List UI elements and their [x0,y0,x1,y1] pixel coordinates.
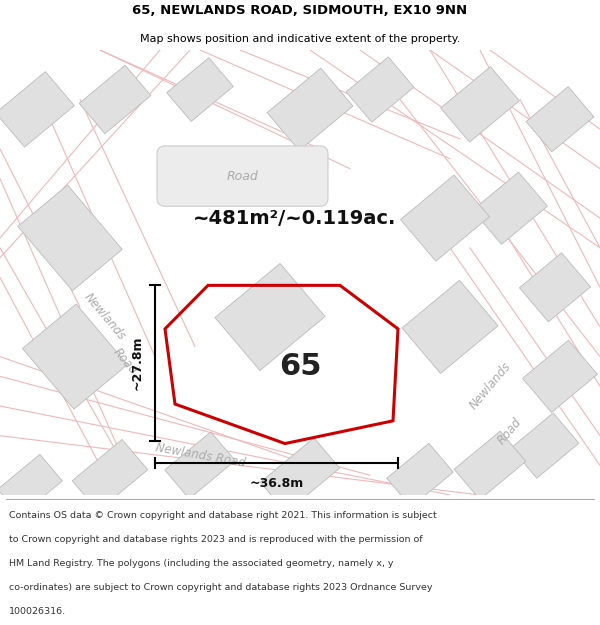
Text: Road: Road [110,346,140,378]
Polygon shape [0,454,62,516]
Polygon shape [260,438,340,512]
Polygon shape [402,281,498,374]
Polygon shape [346,57,414,122]
Text: Contains OS data © Crown copyright and database right 2021. This information is : Contains OS data © Crown copyright and d… [9,511,437,519]
Polygon shape [401,175,490,261]
Polygon shape [215,264,325,371]
Polygon shape [267,68,353,151]
Polygon shape [511,413,579,478]
Polygon shape [473,172,547,244]
Text: Newlands: Newlands [82,291,128,343]
Text: ~27.8m: ~27.8m [131,336,143,390]
Polygon shape [72,439,148,511]
Text: Newlands Road: Newlands Road [154,441,246,470]
Text: Road: Road [227,170,259,183]
Text: 65: 65 [280,352,322,381]
Text: Map shows position and indicative extent of the property.: Map shows position and indicative extent… [140,34,460,44]
Polygon shape [526,87,594,152]
Text: to Crown copyright and database rights 2023 and is reproduced with the permissio: to Crown copyright and database rights 2… [9,534,422,544]
Polygon shape [523,340,598,412]
Text: HM Land Registry. The polygons (including the associated geometry, namely x, y: HM Land Registry. The polygons (includin… [9,559,394,568]
Text: ~481m²/~0.119ac.: ~481m²/~0.119ac. [193,209,397,227]
Polygon shape [0,72,74,147]
Polygon shape [79,65,151,134]
Polygon shape [167,58,233,121]
FancyBboxPatch shape [157,146,328,206]
Text: 100026316.: 100026316. [9,607,66,616]
Text: Newlands: Newlands [467,360,514,413]
Polygon shape [165,432,235,499]
Text: Road: Road [496,415,524,446]
Text: 65, NEWLANDS ROAD, SIDMOUTH, EX10 9NN: 65, NEWLANDS ROAD, SIDMOUTH, EX10 9NN [133,4,467,18]
Polygon shape [22,304,128,409]
Polygon shape [440,67,520,142]
Polygon shape [520,253,590,322]
Text: co-ordinates) are subject to Crown copyright and database rights 2023 Ordnance S: co-ordinates) are subject to Crown copyr… [9,582,433,592]
Polygon shape [18,185,122,291]
Text: ~36.8m: ~36.8m [250,477,304,489]
Polygon shape [387,443,453,507]
Polygon shape [454,431,526,499]
